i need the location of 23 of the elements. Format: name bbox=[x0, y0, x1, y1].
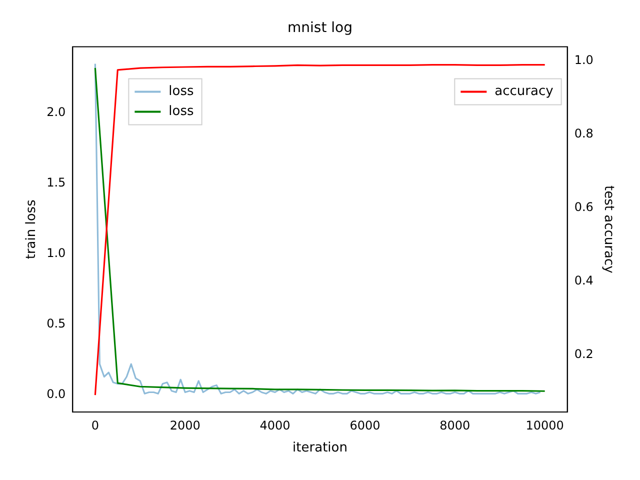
y-tick-label: 0.5 bbox=[46, 316, 66, 331]
y2-tick-label: 0.2 bbox=[574, 346, 594, 361]
x-tick-label: 6000 bbox=[350, 418, 380, 432]
chart-title: mnist log bbox=[288, 20, 352, 36]
y2-tick-label: 0.4 bbox=[574, 273, 594, 288]
legend-label: loss bbox=[168, 84, 194, 100]
y2-tick-label: 0.8 bbox=[574, 126, 594, 140]
y-axis-title: train loss bbox=[24, 199, 40, 260]
x-tick-label: 8000 bbox=[440, 418, 470, 432]
y-tick-label: 0.0 bbox=[46, 387, 66, 402]
x-tick-label: 0 bbox=[91, 418, 99, 432]
legend-label: accuracy bbox=[494, 84, 554, 100]
y-tick-label: 1.0 bbox=[46, 246, 66, 260]
y2-tick-label: 1.0 bbox=[574, 52, 594, 67]
legend-label: loss bbox=[168, 104, 194, 120]
y2-tick-label: 0.6 bbox=[574, 200, 594, 214]
x-axis-title: iteration bbox=[292, 440, 348, 456]
y-tick-label: 2.0 bbox=[46, 105, 66, 120]
y-tick-label: 1.5 bbox=[46, 176, 66, 190]
x-tick-label: 10000 bbox=[526, 418, 564, 432]
x-tick-label: 4000 bbox=[260, 418, 290, 432]
x-tick-label: 2000 bbox=[170, 418, 200, 432]
y2-axis-title: test accuracy bbox=[600, 186, 616, 274]
